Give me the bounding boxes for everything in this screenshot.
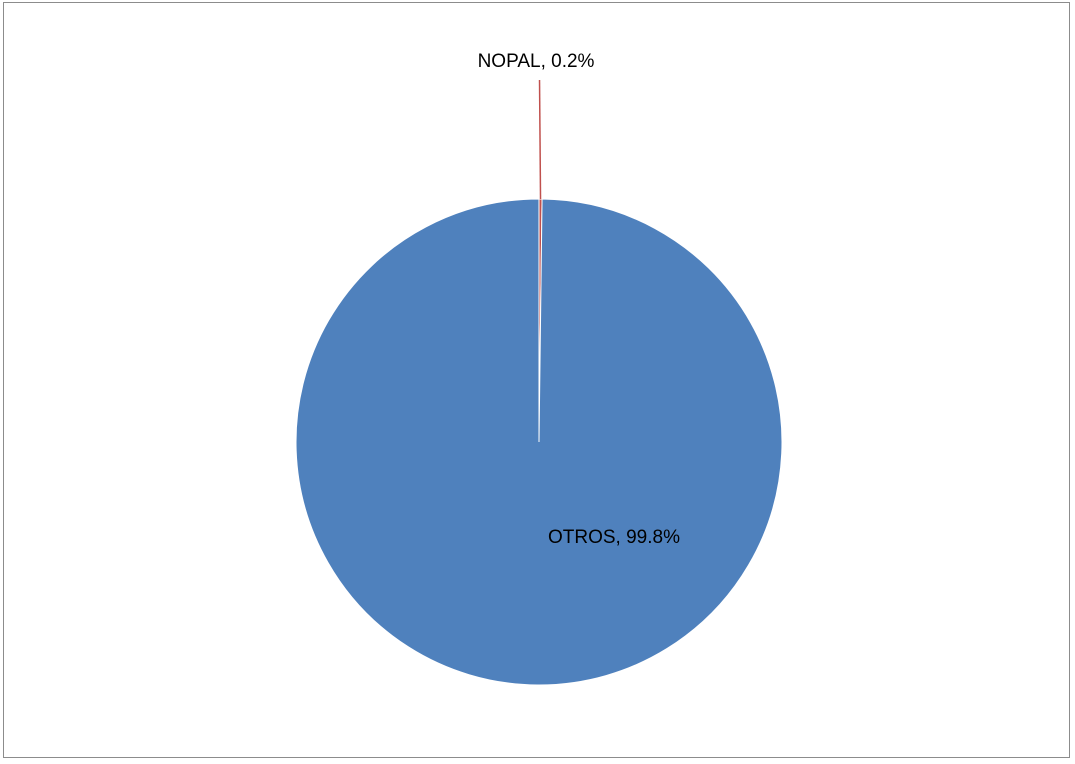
slice-label-nopal: NOPAL, 0.2%	[478, 51, 595, 72]
slice-label-otros: OTROS, 99.8%	[548, 527, 680, 548]
pie-slice-otros	[295, 198, 783, 686]
leader-line-nopal	[538, 79, 542, 200]
